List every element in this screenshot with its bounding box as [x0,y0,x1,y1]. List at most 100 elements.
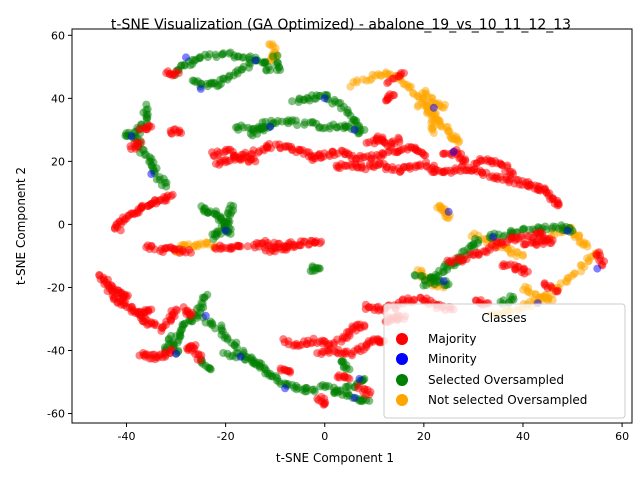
legend-marker-minority [396,353,408,365]
not-selected-oversampled-point [583,242,592,251]
y-axis-label: t-SNE Component 2 [14,167,28,285]
majority-point [409,295,418,304]
x-tick-label: 60 [615,430,629,443]
not-selected-oversampled-point [413,102,422,111]
majority-point [553,286,562,295]
y-tick-label: -40 [47,345,65,358]
not-selected-oversampled-point [439,103,448,112]
minority-point [320,94,329,103]
plot-frame [71,28,633,424]
majority-point [387,165,396,174]
x-tick-label: 20 [417,430,431,443]
selected-oversampled-point [288,97,297,106]
minority-point [221,226,230,235]
y-tick-label: 60 [51,29,65,42]
minority-point [429,103,438,112]
majority-point [395,135,404,144]
selected-oversampled-point [345,365,354,374]
y-tick-label: 20 [51,155,65,168]
majority-point [286,368,295,377]
majority-point [186,248,195,257]
minority-point [201,311,210,320]
majority-point [320,400,329,409]
legend-label-not-selected: Not selected Oversampled [428,393,587,407]
selected-oversampled-point [420,276,429,285]
minority-point [172,349,181,358]
majority-point [523,232,532,241]
selected-oversampled-point [162,182,171,191]
selected-oversampled-point [365,396,374,405]
selected-oversampled-point [205,50,214,59]
selected-oversampled-point [206,365,215,374]
not-selected-oversampled-point [454,138,463,147]
selected-oversampled-point [509,292,518,301]
y-tick-label: -60 [47,408,65,421]
not-selected-oversampled-point [352,76,361,85]
minority-point [196,84,205,93]
majority-point [162,69,171,78]
majority-point [388,74,397,83]
legend-label-selected: Selected Oversampled [428,373,564,387]
majority-point [400,69,408,78]
not-selected-oversampled-point [203,240,212,249]
not-selected-oversampled-point [407,82,415,91]
majority-point [172,305,181,314]
majority-point [345,374,354,383]
minority-point [489,233,498,241]
majority-point [237,154,246,163]
minority-point [350,125,359,134]
x-axis-label: t-SNE Component 1 [276,451,394,465]
minority-point [355,374,364,383]
not-selected-oversampled-point [570,269,579,278]
majority-point [360,321,369,330]
not-selected-oversampled-point [429,129,438,137]
y-tick-label: -20 [47,281,65,294]
selected-oversampled-point [293,121,302,130]
majority-point [459,157,468,166]
not-selected-oversampled-point [548,296,557,305]
majority-point [251,157,260,166]
x-tick-label: 40 [516,430,530,443]
selected-oversampled-point [142,100,151,109]
legend-title: Classes [481,311,526,325]
minority-point [449,147,458,156]
minority-point [251,56,260,65]
selected-oversampled-point [337,104,345,113]
minority-point [182,53,190,62]
majority-point [137,138,146,147]
minority-point [350,393,359,402]
majority-point [439,167,448,176]
not-selected-oversampled-point [512,247,521,256]
majority-point [186,311,195,320]
majority-point [509,170,518,178]
majority-point [147,122,156,131]
minority-point [593,264,602,273]
majority-point [430,168,439,177]
minority-point [147,170,156,178]
majority-point [496,173,505,181]
y-tick-label: 40 [51,92,65,105]
majority-point [365,390,374,399]
legend-label-majority: Majority [428,332,476,346]
majority-point [553,201,562,210]
not-selected-oversampled-point [577,261,586,270]
minority-point [444,207,453,216]
minority-point [236,352,245,361]
legend-box [383,303,626,419]
majority-point [196,356,205,364]
selected-oversampled-point [195,54,204,63]
selected-oversampled-point [269,52,278,61]
legend-label-minority: Minority [428,352,477,366]
majority-point [523,267,532,276]
majority-point [390,91,399,100]
not-selected-oversampled-point [519,251,527,260]
selected-oversampled-point [276,66,285,74]
y-axis-ticks: -60 -40 -20 0 20 40 60 [47,29,72,421]
legend-marker-selected [396,374,408,386]
chart-title: t-SNE Visualization (GA Optimized) - aba… [111,17,571,33]
selected-oversampled-point [315,264,324,273]
minority-point [439,277,448,286]
legend-marker-not-selected [396,394,408,406]
majority-point [271,244,280,253]
